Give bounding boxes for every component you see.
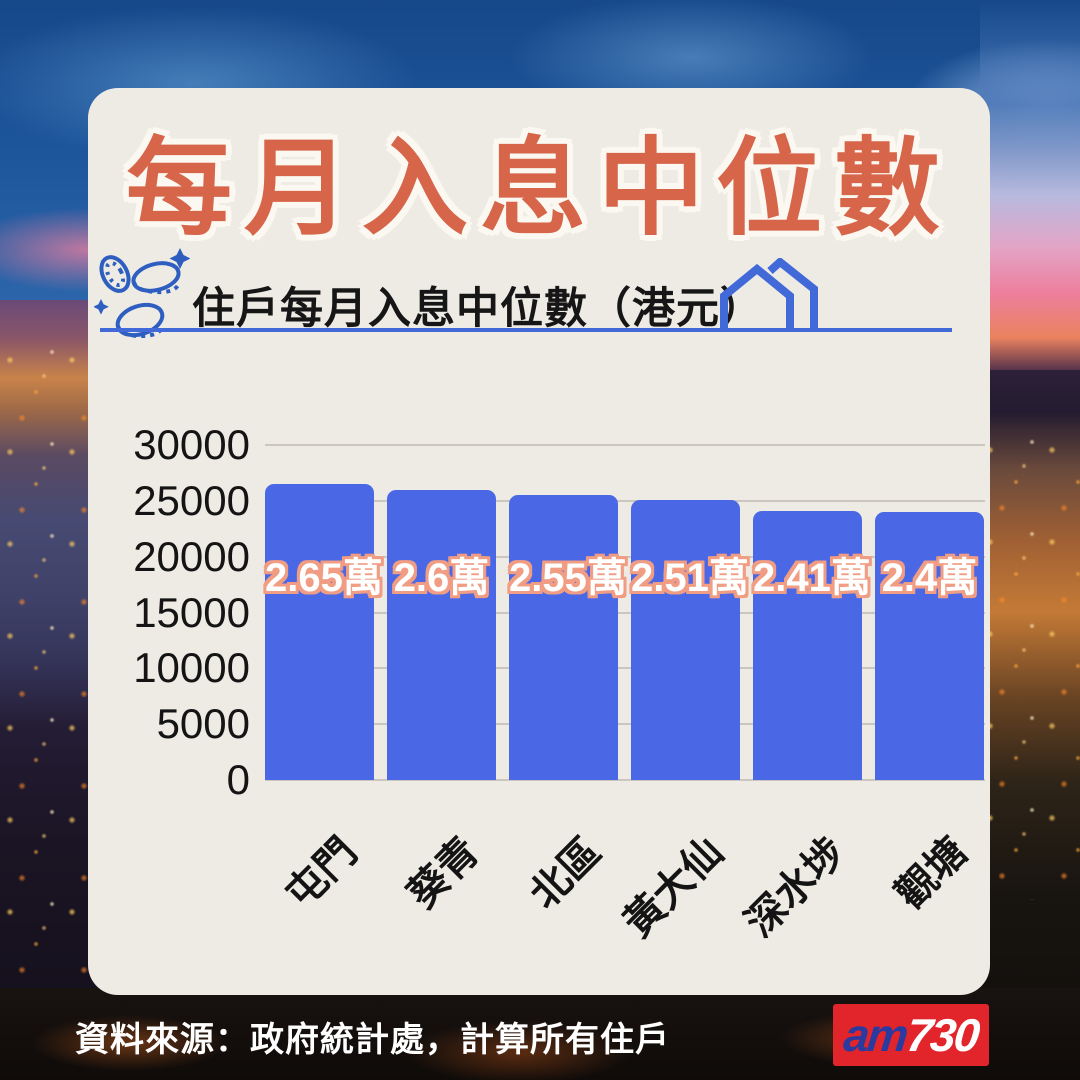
gridline — [265, 611, 985, 614]
logo-text-730: 730 — [904, 1009, 981, 1061]
background-city-left — [0, 300, 100, 1080]
y-axis-tick: 30000 — [133, 421, 250, 468]
coins-sparkle-icon — [94, 248, 190, 339]
am730-logo: am 730 — [833, 1004, 989, 1066]
subtitle-underline — [100, 328, 952, 332]
content-card: 每月入息中位數 住戶每月入息中位數（港元） — [88, 88, 990, 995]
y-axis: 30000 25000 20000 15000 10000 5000 0 — [100, 421, 250, 803]
bar-value-label: 2.51萬 — [631, 556, 749, 600]
x-axis-labels: 屯門 葵青 北區 黃大仙 深水埗 觀塘 — [265, 780, 985, 990]
bar-value-label: 2.4萬 — [881, 556, 978, 600]
bar — [875, 512, 984, 780]
chart-subtitle: 住戶每月入息中位數（港元） — [192, 285, 764, 333]
gridline — [265, 667, 985, 670]
gridline — [265, 444, 985, 446]
y-axis-tick: 10000 — [133, 644, 250, 692]
y-axis-tick: 25000 — [133, 476, 250, 524]
bar-value-label: 2.6萬 — [393, 556, 490, 600]
background-city-right — [980, 370, 1080, 1080]
bar — [509, 495, 618, 780]
gridline — [265, 723, 985, 726]
gridline — [265, 555, 985, 558]
gridline — [265, 499, 985, 502]
double-house-icon — [720, 258, 818, 332]
background-sunset-right — [980, 0, 1080, 375]
y-axis-tick: 20000 — [133, 532, 250, 580]
plot-area: 2.65萬 2.6萬 2.55萬 2.51萬 2.41萬 2.4萬 — [265, 430, 985, 781]
bar-value-label: 2.41萬 — [753, 556, 871, 600]
bar — [387, 489, 496, 780]
y-axis-tick: 0 — [226, 756, 250, 803]
income-bar-chart: 30000 25000 20000 15000 10000 5000 0 2.65萬 2.6萬… — [100, 421, 985, 990]
source-note: 資料來源：政府統計處，計算所有住戶 — [75, 1021, 670, 1059]
bar — [631, 499, 740, 780]
y-axis-tick: 15000 — [133, 588, 250, 636]
bar-value-label: 2.55萬 — [509, 556, 627, 600]
y-axis-tick: 5000 — [156, 700, 250, 748]
bar-value-label: 2.65萬 — [265, 556, 383, 600]
gridline — [265, 779, 985, 781]
bar — [265, 484, 374, 780]
bar — [753, 510, 862, 780]
logo-text-am: am — [841, 1009, 910, 1061]
page-title: 每月入息中位數 — [126, 130, 952, 248]
